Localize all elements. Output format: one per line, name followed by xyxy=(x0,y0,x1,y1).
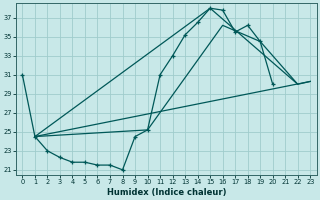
X-axis label: Humidex (Indice chaleur): Humidex (Indice chaleur) xyxy=(107,188,226,197)
